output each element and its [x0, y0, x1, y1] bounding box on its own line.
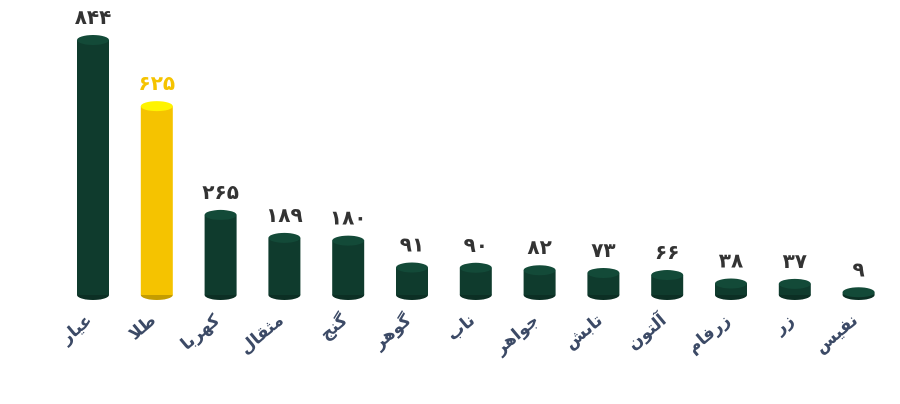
value-label: ۱۸۹: [266, 203, 303, 227]
category-label: طلا: [125, 311, 160, 345]
value-label: ۲۶۵: [202, 180, 239, 204]
bar-cap: [842, 287, 875, 298]
bar-cap: [268, 232, 301, 243]
value-label: ۳۷: [783, 249, 807, 273]
value-label: ۹: [852, 257, 864, 281]
value-label: ۹۱: [400, 233, 424, 257]
category-label: کهربا: [177, 310, 224, 354]
bar-cap: [715, 278, 747, 289]
category-label: آلتون: [622, 308, 671, 354]
bar-cap: [204, 209, 237, 220]
bar-cap: [396, 262, 428, 273]
category-label: زر: [769, 311, 798, 340]
bar-cap: [778, 278, 811, 289]
bar: [587, 272, 620, 295]
bar: [778, 283, 811, 295]
bar: [715, 283, 747, 295]
category-label: گنج: [316, 310, 352, 345]
value-label: ۶۶: [655, 240, 679, 264]
bar: [651, 275, 684, 295]
category-label: گوهر: [368, 310, 415, 354]
value-label: ۱۸۰: [330, 206, 367, 230]
bar: [268, 237, 301, 295]
bar: [204, 214, 237, 295]
value-label: ۷۳: [591, 238, 615, 262]
category-label: جواهر: [490, 311, 543, 360]
category-label: عیار: [56, 311, 96, 349]
value-label: ۹۰: [464, 233, 488, 257]
value-label: ۸۴۴: [75, 5, 112, 29]
bar-cap: [459, 262, 492, 273]
bar-cap: [140, 101, 173, 112]
category-label: مثقال: [236, 311, 288, 359]
bar-cap: [77, 35, 109, 45]
category-label: زرفام: [683, 311, 734, 358]
category-label: تابش: [561, 311, 607, 354]
bar: [140, 106, 173, 296]
bar-cap: [523, 265, 556, 276]
category-label: نفیس: [811, 311, 862, 358]
value-label: ۸۲: [527, 235, 551, 259]
category-label: ناب: [443, 311, 479, 346]
value-label: ۶۲۵: [138, 71, 175, 95]
bar-cap: [651, 270, 684, 281]
value-label: ۳۸: [719, 249, 743, 273]
bar: [77, 40, 109, 295]
bar-cap: [332, 235, 365, 246]
bar: [332, 240, 365, 295]
bar-cap: [587, 267, 620, 278]
